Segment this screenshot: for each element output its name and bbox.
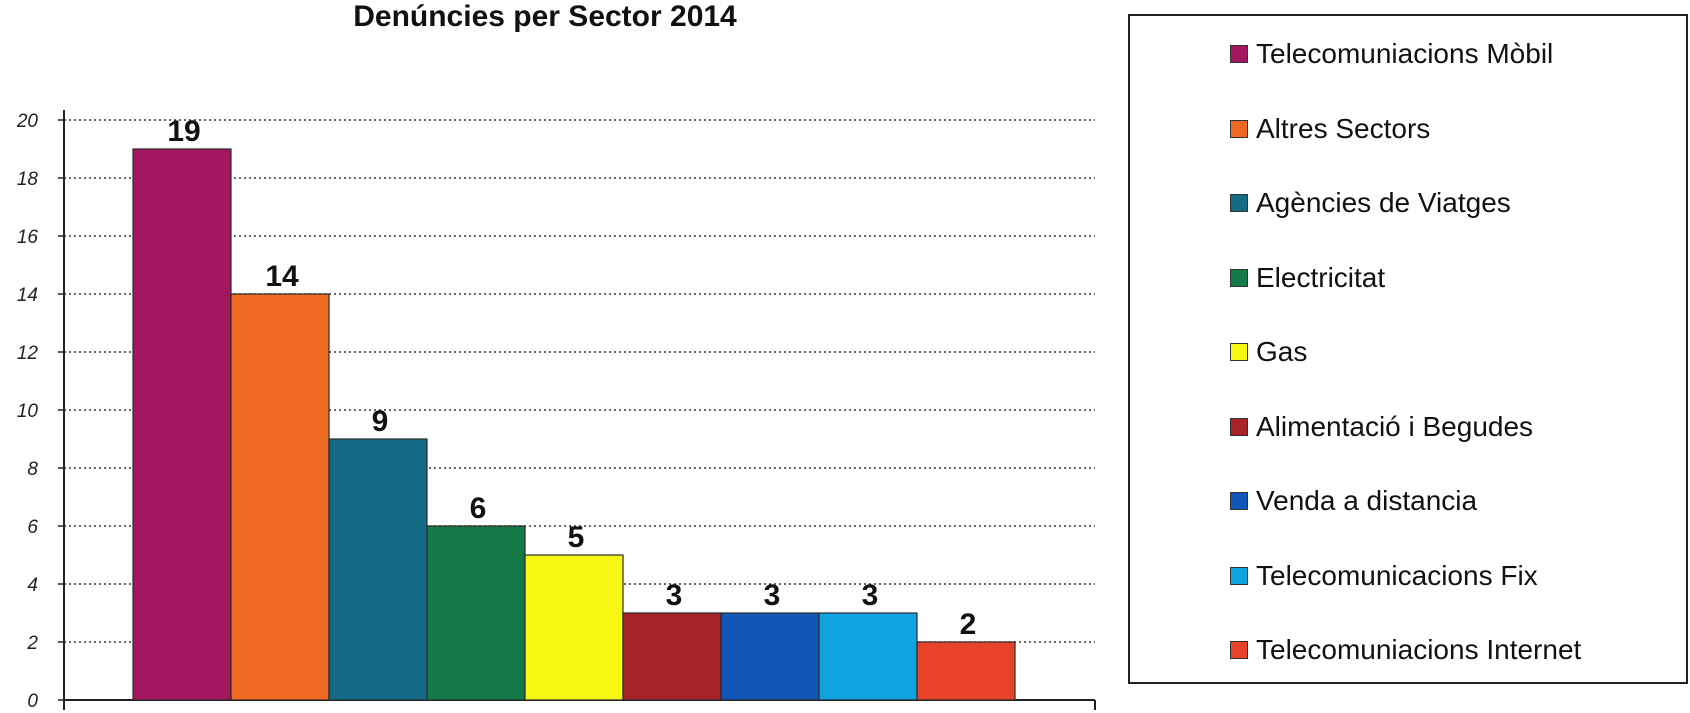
- bar: [720, 612, 820, 701]
- y-tick-label: 12: [17, 343, 39, 364]
- bar: [622, 612, 722, 701]
- data-label: 9: [372, 405, 389, 438]
- legend-swatch: [1230, 567, 1248, 585]
- legend-item: Agències de Viatges: [1230, 183, 1511, 223]
- legend-item: Gas: [1230, 332, 1307, 372]
- bar: [328, 438, 428, 701]
- y-tick-label: 2: [26, 633, 38, 654]
- legend-label: Venda a distancia: [1256, 485, 1478, 516]
- y-tick-label: 8: [27, 459, 38, 480]
- bar: [818, 612, 918, 701]
- y-tick-label: 6: [27, 517, 38, 538]
- bar: [524, 554, 624, 701]
- legend-item: Telecomuniacions Mòbil: [1230, 34, 1553, 74]
- legend-label: Alimentació i Begudes: [1256, 411, 1534, 442]
- legend-label: Telecomuniacions Internet: [1256, 634, 1582, 665]
- legend-label: Agències de Viatges: [1256, 187, 1511, 218]
- bar: [426, 525, 526, 701]
- legend-label: Electricitat: [1256, 262, 1386, 293]
- data-label: 6: [470, 492, 487, 525]
- legend-swatch: [1230, 194, 1248, 212]
- legend-label: Gas: [1256, 336, 1308, 367]
- data-label: 19: [167, 115, 200, 148]
- bar: [132, 148, 232, 701]
- legend-label: Telecomuniacions Mòbil: [1256, 38, 1554, 69]
- y-tick-label: 4: [27, 575, 38, 596]
- legend-label: Telecomunicacions Fix: [1256, 560, 1538, 591]
- y-tick-label: 20: [16, 111, 39, 132]
- legend-item: Telecomuniacions Internet: [1230, 630, 1581, 670]
- legend-swatch: [1230, 641, 1248, 659]
- legend-swatch: [1230, 492, 1248, 510]
- data-label: 5: [568, 521, 585, 554]
- bar: [230, 293, 330, 701]
- legend-item: Telecomunicacions Fix: [1230, 556, 1538, 596]
- legend-item: Altres Sectors: [1230, 109, 1430, 149]
- legend-swatch: [1230, 343, 1248, 361]
- y-tick-label: 18: [17, 169, 39, 190]
- bar-chart: 0 2 4 6 8 10 12 14 16 18 20 19 14 9 6 5 3 3 3 2: [16, 110, 1096, 712]
- legend-swatch: [1230, 269, 1248, 287]
- legend-item: Venda a distancia: [1230, 481, 1477, 521]
- y-tick-label: 16: [17, 227, 39, 248]
- chart-legend: Telecomuniacions Mòbil Altres Sectors Agèn…: [1128, 14, 1688, 684]
- legend-swatch: [1230, 418, 1248, 436]
- legend-label: Altres Sectors: [1256, 113, 1431, 144]
- chart-title: Denúncies per Sector 2014: [353, 0, 737, 33]
- data-label: 3: [862, 579, 879, 612]
- legend-item: Alimentació i Begudes: [1230, 407, 1533, 447]
- legend-swatch: [1230, 45, 1248, 63]
- bar: [916, 641, 1016, 701]
- legend-swatch: [1230, 120, 1248, 138]
- data-label: 3: [666, 579, 683, 612]
- data-label: 3: [764, 579, 781, 612]
- y-tick-label: 0: [27, 691, 38, 712]
- y-tick-label: 10: [17, 401, 39, 422]
- legend-item: Electricitat: [1230, 258, 1385, 298]
- data-label: 14: [265, 260, 299, 293]
- y-tick-label: 14: [17, 285, 38, 306]
- data-label: 2: [960, 608, 977, 641]
